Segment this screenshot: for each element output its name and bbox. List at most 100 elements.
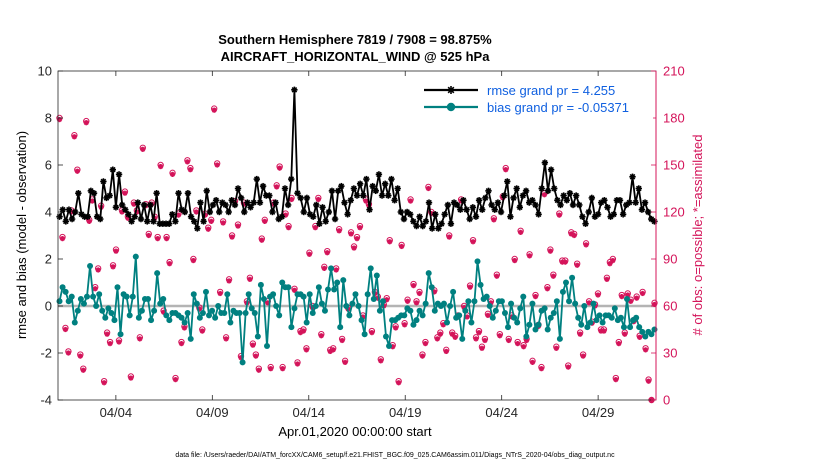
bias-point xyxy=(559,288,566,295)
obs-assimilated-marker xyxy=(199,328,205,334)
rmse-point xyxy=(579,213,586,220)
chart-title-line-2: AIRCRAFT_HORIZONTAL_WIND @ 525 hPa xyxy=(221,49,491,64)
obs-assimilated-marker xyxy=(479,345,485,351)
obs-assimilated-marker xyxy=(503,167,509,173)
obs-assimilated-marker xyxy=(253,353,259,359)
obs-assimilated-marker xyxy=(443,348,449,355)
rmse-point xyxy=(385,192,392,199)
bias-point xyxy=(102,314,109,321)
rmse-point xyxy=(297,194,304,202)
obs-assimilated-marker xyxy=(521,344,527,350)
rmse-point xyxy=(547,166,555,173)
bias-point xyxy=(80,300,87,307)
bias-point xyxy=(617,314,624,321)
obs-assimilated-marker xyxy=(277,165,283,171)
obs-assimilated-marker xyxy=(342,359,348,365)
rmse-point xyxy=(416,213,423,220)
rmse-point xyxy=(322,218,329,225)
bias-point xyxy=(90,293,97,300)
rmse-point xyxy=(231,201,239,209)
bias-point xyxy=(620,324,627,331)
rmse-point xyxy=(147,201,154,209)
rmse-point xyxy=(328,187,336,195)
rmse-point xyxy=(284,201,292,209)
bias-point xyxy=(300,293,307,300)
obs-assimilated-marker xyxy=(107,341,113,347)
bias-point xyxy=(498,298,505,305)
bias-point xyxy=(312,303,319,309)
bias-point xyxy=(273,303,280,309)
rmse-point xyxy=(247,204,254,211)
bias-point xyxy=(532,326,539,333)
obs-assimilated-marker xyxy=(140,146,146,152)
bias-point xyxy=(642,333,649,340)
rmse-point xyxy=(428,225,436,232)
bias-point xyxy=(160,295,167,302)
obs-assimilated-marker xyxy=(393,325,399,331)
legend-rmse-label: rmse grand pr = 4.255 xyxy=(487,83,615,98)
bias-point xyxy=(611,305,618,312)
rmse-point xyxy=(303,194,311,202)
rmse-point xyxy=(150,218,157,225)
rmse-point xyxy=(447,220,455,227)
obs-assimilated-marker xyxy=(422,341,429,347)
obs-assimilated-marker xyxy=(172,377,179,383)
rmse-point xyxy=(250,199,257,206)
obs-assimilated-marker xyxy=(211,107,217,113)
bias-point xyxy=(361,331,368,338)
bias-point xyxy=(447,303,454,309)
obs-assimilated-marker xyxy=(122,190,128,196)
rmse-point xyxy=(68,215,76,223)
bias-point xyxy=(544,326,551,333)
left-y-tick-label: 8 xyxy=(45,111,52,126)
bias-point xyxy=(566,298,573,305)
obs-assimilated-marker xyxy=(506,337,512,344)
left-y-tick-label: 0 xyxy=(45,299,52,314)
bias-point xyxy=(471,298,478,305)
rmse-point xyxy=(582,220,589,227)
bias-point xyxy=(419,312,426,319)
obs-assimilated-marker xyxy=(223,336,229,342)
rmse-point xyxy=(200,218,207,225)
bias-point xyxy=(379,298,386,305)
rmse-point xyxy=(460,197,467,204)
bias-point xyxy=(349,300,356,307)
obs-assimilated-marker xyxy=(274,184,280,190)
rmse-point xyxy=(281,185,289,192)
bias-point xyxy=(114,284,121,291)
obs-assimilated-marker xyxy=(155,236,161,242)
bias-point xyxy=(285,284,292,291)
obs-assimilated-marker xyxy=(571,232,577,239)
bias-point xyxy=(71,319,78,326)
obs-assimilated-marker xyxy=(601,328,607,334)
rmse-point xyxy=(62,218,70,225)
bias-point xyxy=(306,291,313,298)
bias-point xyxy=(340,277,347,284)
obs-assimilated-marker xyxy=(512,257,518,264)
obs-assimilated-marker xyxy=(473,336,479,342)
rmse-point xyxy=(529,197,536,204)
obs-assimilated-marker xyxy=(178,341,185,347)
rmse-point xyxy=(400,215,408,223)
bias-point xyxy=(444,319,451,326)
obs-assimilated-marker xyxy=(518,229,524,235)
rmse-point xyxy=(291,86,298,93)
rmse-point xyxy=(635,185,642,192)
obs-assimilated-marker xyxy=(113,248,119,254)
bias-point xyxy=(157,300,164,307)
obs-assimilated-marker xyxy=(250,342,256,348)
rmse-point xyxy=(641,199,649,206)
rmse-point xyxy=(272,199,279,206)
rmse-point xyxy=(482,194,489,202)
obs-assimilated-marker xyxy=(65,350,72,356)
rmse-point xyxy=(256,199,264,206)
obs-assimilated-marker xyxy=(62,326,69,333)
bias-point xyxy=(331,286,338,293)
legend-rmse-star xyxy=(447,86,455,94)
rmse-point xyxy=(335,187,342,195)
rmse-point xyxy=(366,206,373,213)
obs-assimilated-marker xyxy=(303,347,310,353)
obs-assimilated-marker xyxy=(637,334,643,340)
rmse-point xyxy=(504,178,511,185)
bias-point xyxy=(212,314,219,321)
